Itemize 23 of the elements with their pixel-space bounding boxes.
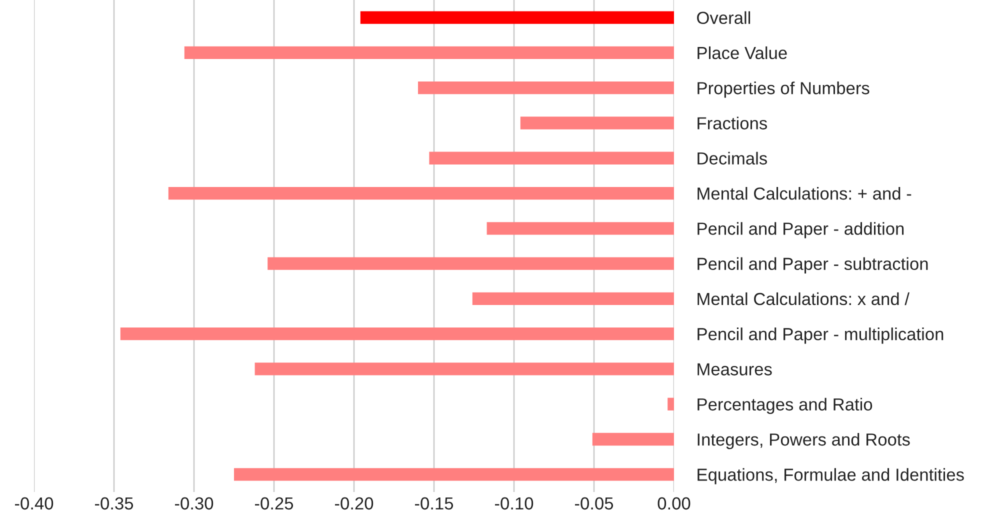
y-tick-label: Mental Calculations: + and - (698, 186, 912, 200)
x-tick-label: -0.35 (94, 497, 134, 510)
x-tick-label: 0.00 (658, 497, 690, 510)
y-tick-label: Place Value (698, 46, 787, 60)
y-tick-label: Pencil and Paper - multiplication (698, 328, 944, 344)
y-tick-label: Mental Calculations: x and / (698, 292, 910, 306)
x-tick-label: -0.40 (14, 497, 54, 510)
x-tick-label: -0.05 (574, 497, 614, 510)
y-tick-label: Integers, Powers and Roots (698, 432, 910, 450)
y-tick-label: Measures (698, 363, 772, 376)
y-tick-label: Percentages and Ratio (698, 398, 872, 414)
y-tick-label: Fractions (698, 116, 767, 130)
x-tick-label: -0.10 (494, 497, 534, 510)
x-tick-label: -0.30 (174, 497, 214, 510)
y-tick-label: Pencil and Paper - subtraction (698, 257, 928, 274)
y-tick-label: Properties of Numbers (698, 82, 870, 98)
y-tick-label: Equations, Formulae and Identities (698, 468, 964, 484)
y-tick-label: Decimals (698, 152, 767, 165)
x-tick-label: -0.25 (254, 497, 294, 510)
y-tick-label: Overall (697, 11, 750, 24)
x-tick-label: -0.15 (414, 497, 454, 510)
y-tick-label: Pencil and Paper - addition (698, 222, 904, 238)
x-tick-label: -0.20 (334, 497, 374, 510)
